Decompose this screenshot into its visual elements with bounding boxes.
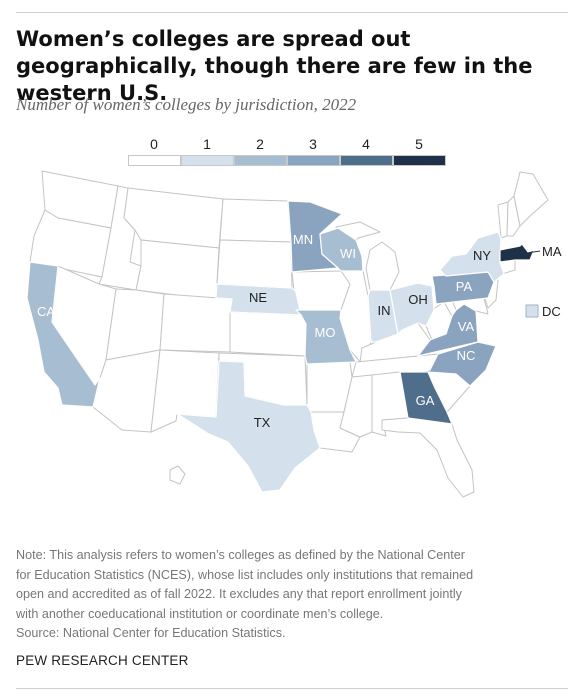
label-va: VA [458, 319, 475, 334]
top-rule [16, 12, 568, 13]
legend-swatch-2 [234, 155, 287, 166]
state-ut [105, 288, 165, 361]
state-ks [229, 311, 307, 357]
state-oh [389, 282, 435, 335]
state-fl [381, 417, 475, 498]
label-nc: NC [457, 348, 476, 363]
label-ma-leader [526, 250, 541, 254]
label-in: IN [378, 303, 391, 318]
label-ca: CA [37, 304, 55, 319]
label-pa: PA [456, 279, 473, 294]
legend-label-4: 4 [362, 136, 370, 152]
state-dc-swatch [525, 304, 539, 318]
note-line-3: open and accredited as of fall 2022. It … [16, 587, 462, 601]
label-wi: WI [340, 246, 356, 261]
label-ma: MA [542, 244, 562, 259]
legend-swatch-3 [287, 155, 340, 166]
state-me [513, 171, 549, 227]
note-line-2: for Education Statistics (NCES), whose l… [16, 567, 474, 582]
state-sd [216, 239, 293, 289]
state-mt [123, 187, 224, 249]
note-text: Note: This analysis refers to women’s co… [16, 546, 568, 644]
legend-label-2: 2 [256, 136, 264, 152]
state-ca [26, 261, 101, 408]
us-map: CA NE TX MN WI MO IN OH PA NY VA NC GA M… [26, 170, 562, 498]
label-oh: OH [408, 292, 428, 307]
state-ma [499, 243, 535, 263]
legend-swatch-4 [340, 155, 393, 166]
state-tx [176, 360, 321, 493]
state-mo [295, 309, 357, 365]
bottom-rule [16, 688, 568, 689]
chart-subtitle: Number of women’s colleges by jurisdicti… [16, 95, 357, 114]
note-line-1: Note: This analysis refers to women’s co… [16, 548, 465, 562]
state-ia [291, 270, 351, 311]
legend-label-0: 0 [150, 136, 158, 152]
label-ga: GA [416, 393, 435, 408]
label-dc: DC [542, 304, 561, 319]
label-tx: TX [254, 415, 271, 430]
legend-swatch-0 [128, 155, 181, 166]
state-nd [219, 198, 292, 243]
state-il [339, 270, 372, 365]
state-nh [506, 195, 521, 237]
state-wi [319, 227, 364, 272]
legend-label-5: 5 [415, 136, 423, 152]
legend: 0 1 2 3 4 5 [128, 136, 458, 170]
label-mo: MO [315, 325, 336, 340]
state-ne [215, 283, 302, 316]
state-vt [497, 201, 509, 239]
state-hi [169, 465, 186, 485]
legend-label-1: 1 [203, 136, 211, 152]
chart-title: Women’s colleges are spread out geograph… [16, 27, 533, 105]
footer-brand: PEW RESEARCH CENTER [16, 653, 189, 668]
note-line-4: with another coeducational institution o… [16, 606, 384, 621]
legend-label-3: 3 [309, 136, 317, 152]
label-ny: NY [473, 248, 491, 263]
source-line: Source: National Center for Education St… [16, 626, 286, 640]
state-va [417, 303, 479, 357]
state-wy [135, 239, 220, 301]
state-co [159, 293, 233, 353]
state-ga [399, 371, 453, 425]
state-nc [399, 341, 497, 387]
legend-swatch-1 [181, 155, 234, 166]
label-mn: MN [293, 232, 313, 247]
legend-swatch-5 [393, 155, 446, 166]
label-ne: NE [249, 290, 267, 305]
